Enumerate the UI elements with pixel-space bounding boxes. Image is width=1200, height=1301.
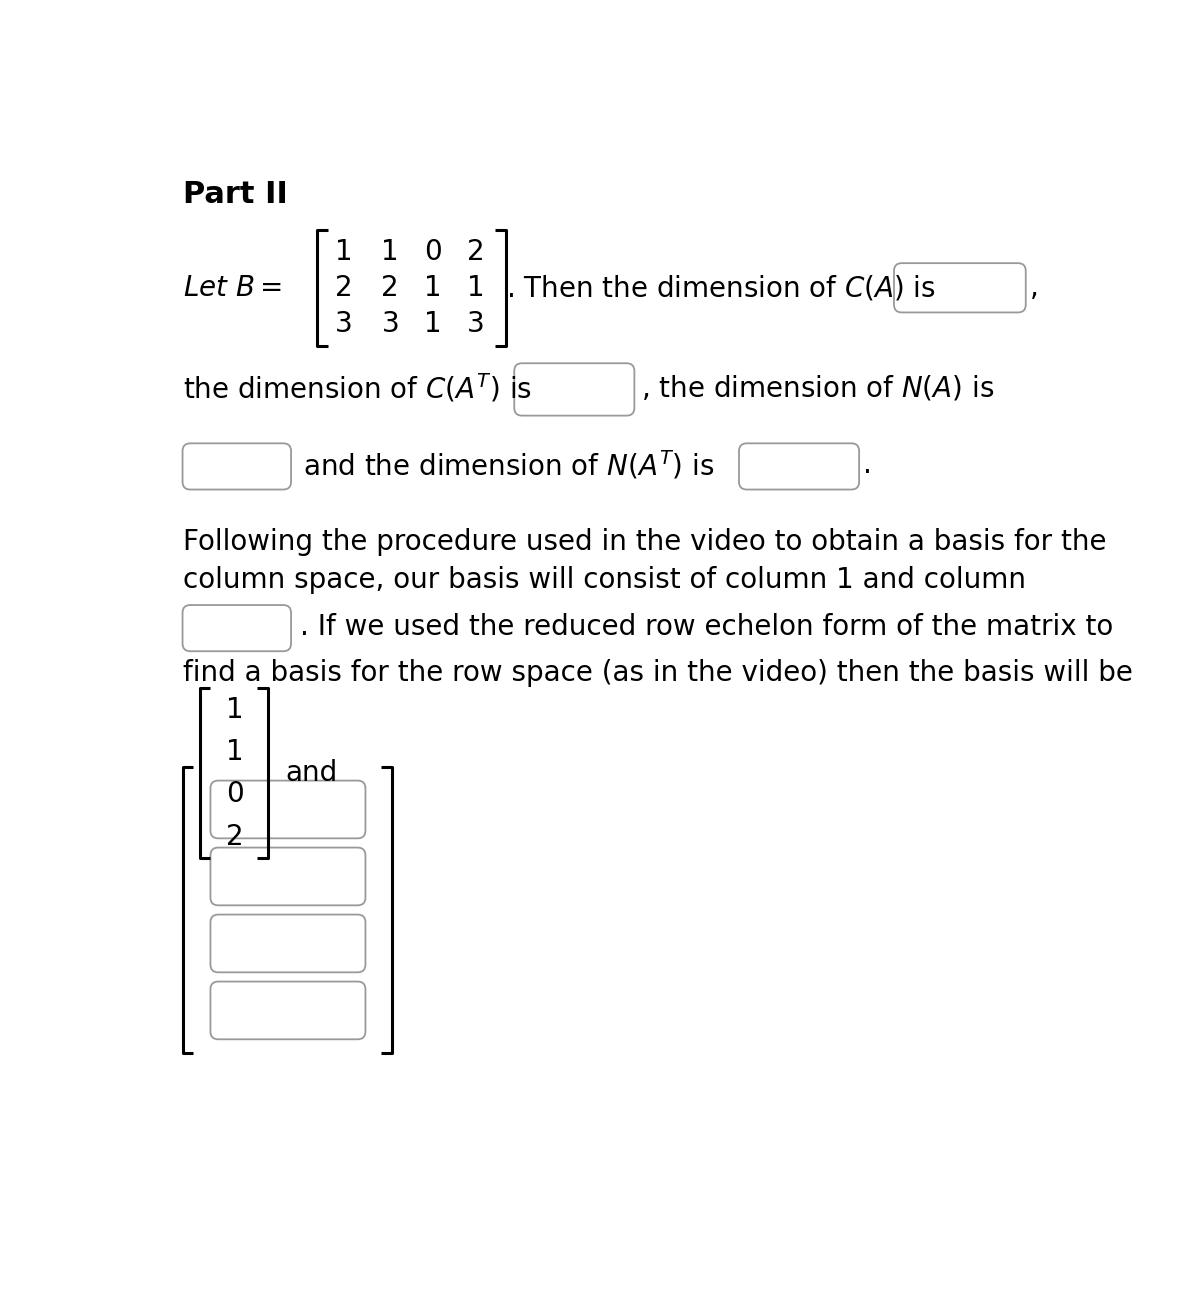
- Text: Part II: Part II: [182, 180, 288, 209]
- FancyBboxPatch shape: [182, 605, 292, 652]
- Text: 3: 3: [335, 310, 353, 338]
- Text: and the dimension of $N(A^T)$ is: and the dimension of $N(A^T)$ is: [302, 449, 714, 481]
- Text: 2: 2: [382, 273, 400, 302]
- Text: 1: 1: [335, 238, 353, 265]
- Text: , the dimension of $N(A)$ is: , the dimension of $N(A)$ is: [641, 373, 994, 402]
- Text: the dimension of $C(A^T)$ is: the dimension of $C(A^T)$ is: [182, 372, 532, 405]
- Text: 1: 1: [424, 273, 442, 302]
- Text: find a basis for the row space (as in the video) then the basis will be: find a basis for the row space (as in th…: [182, 658, 1133, 687]
- Text: . If we used the reduced row echelon form of the matrix to: . If we used the reduced row echelon for…: [300, 613, 1114, 640]
- Text: Following the procedure used in the video to obtain a basis for the: Following the procedure used in the vide…: [182, 528, 1106, 556]
- FancyBboxPatch shape: [515, 363, 635, 415]
- Text: .: .: [863, 451, 872, 479]
- FancyBboxPatch shape: [210, 847, 366, 905]
- Text: 1: 1: [227, 738, 244, 766]
- Text: column space, our basis will consist of column 1 and column: column space, our basis will consist of …: [182, 566, 1026, 595]
- FancyBboxPatch shape: [210, 981, 366, 1039]
- Text: 0: 0: [227, 781, 244, 808]
- Text: . Then the dimension of $C(A)$ is: . Then the dimension of $C(A)$ is: [506, 273, 936, 302]
- FancyBboxPatch shape: [210, 915, 366, 972]
- Text: 0: 0: [424, 238, 442, 265]
- Text: 2: 2: [227, 822, 244, 851]
- Text: 2: 2: [467, 238, 485, 265]
- Text: and: and: [286, 760, 338, 787]
- Text: 1: 1: [382, 238, 400, 265]
- FancyBboxPatch shape: [739, 444, 859, 489]
- Text: 1: 1: [424, 310, 442, 338]
- FancyBboxPatch shape: [894, 263, 1026, 312]
- Text: 1: 1: [467, 273, 485, 302]
- Text: 1: 1: [227, 696, 244, 723]
- Text: 3: 3: [382, 310, 400, 338]
- Text: Let $B=$: Let $B=$: [182, 273, 282, 302]
- Text: ,: ,: [1030, 273, 1038, 302]
- FancyBboxPatch shape: [210, 781, 366, 838]
- FancyBboxPatch shape: [182, 444, 292, 489]
- Text: 2: 2: [335, 273, 353, 302]
- Text: 3: 3: [467, 310, 485, 338]
